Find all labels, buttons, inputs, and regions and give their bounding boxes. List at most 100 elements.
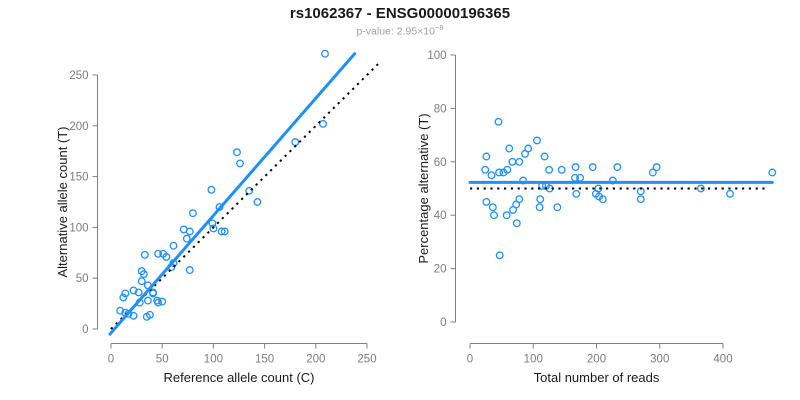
data-point xyxy=(134,288,143,297)
data-point xyxy=(129,286,138,295)
data-point xyxy=(535,203,544,212)
data-point xyxy=(140,250,149,259)
data-point xyxy=(319,119,327,128)
y-tick-label: 0 xyxy=(440,317,446,329)
y-tick-label: 60 xyxy=(434,157,447,169)
data-point xyxy=(557,165,566,174)
data-point xyxy=(572,189,581,198)
data-point xyxy=(768,168,777,177)
pvalue-subtitle: p-value: 2.95×10−8 xyxy=(0,23,800,38)
data-point xyxy=(490,211,498,220)
data-point xyxy=(162,252,171,261)
data-point xyxy=(636,195,645,204)
page-title: rs1062367 - ENSG00000196365 xyxy=(289,5,511,22)
data-point xyxy=(188,209,197,218)
data-point xyxy=(149,288,157,297)
y-tick-label: 0 xyxy=(82,324,88,336)
data-point xyxy=(515,157,524,166)
data-point xyxy=(494,117,503,126)
data-point xyxy=(220,227,229,236)
data-point xyxy=(502,211,511,220)
y-tick-label: 100 xyxy=(69,222,88,234)
regression-line xyxy=(108,52,357,336)
x-tick-label: 400 xyxy=(713,354,732,366)
data-point xyxy=(137,277,146,286)
pvalue-text: p-value: 2.95×10 xyxy=(356,25,435,38)
data-point xyxy=(508,157,517,166)
data-point xyxy=(208,219,217,228)
data-point xyxy=(119,293,128,302)
x-tick-label: 150 xyxy=(255,354,274,366)
x-tick-label: 100 xyxy=(204,354,223,366)
y-tick-label: 100 xyxy=(427,50,446,62)
data-point xyxy=(726,189,734,198)
x-tick-label: 200 xyxy=(306,354,325,366)
data-point xyxy=(245,186,254,195)
data-point xyxy=(139,270,148,279)
data-point xyxy=(571,163,580,172)
right-scatter-panel: 0 100 200 300 400 0 20 40 60 80 100 Total number of… xyxy=(416,50,777,385)
data-point xyxy=(321,49,329,58)
data-point xyxy=(533,136,541,145)
data-point xyxy=(154,249,163,258)
data-point xyxy=(291,138,300,147)
data-point xyxy=(598,195,607,204)
data-point xyxy=(495,251,504,260)
data-point xyxy=(145,310,154,319)
left-scatter-panel: 0 50 100 150 200 250 0 50 100 150 200 250 Reference … xyxy=(55,49,380,385)
x-axis-label: Reference allele count (C) xyxy=(163,370,314,385)
data-point xyxy=(488,203,497,212)
data-point xyxy=(588,163,597,172)
x-tick-label: 300 xyxy=(650,354,669,366)
x-tick-label: 100 xyxy=(524,354,543,366)
data-point xyxy=(233,148,241,157)
data-point xyxy=(487,171,496,180)
data-point xyxy=(143,296,152,305)
data-point xyxy=(253,198,262,206)
data-point xyxy=(217,227,226,236)
data-point xyxy=(207,185,216,194)
data-point xyxy=(182,234,191,243)
data-point xyxy=(512,219,521,228)
data-point xyxy=(652,163,661,172)
data-point xyxy=(185,227,194,236)
data-point xyxy=(129,311,138,320)
data-point xyxy=(540,152,549,161)
data-point xyxy=(154,298,163,307)
y-tick-label: 250 xyxy=(69,70,88,82)
data-point xyxy=(515,195,524,204)
data-point xyxy=(495,168,504,177)
data-point xyxy=(209,224,218,233)
x-tick-label: 0 xyxy=(108,354,114,366)
x-tick-label: 50 xyxy=(156,354,169,366)
pvalue-exponent: −8 xyxy=(434,23,444,32)
x-tick-label: 250 xyxy=(357,354,376,366)
y-tick-label: 150 xyxy=(69,172,88,184)
data-point xyxy=(158,297,167,306)
data-point xyxy=(553,203,562,212)
y-tick-label: 20 xyxy=(434,264,447,276)
data-point xyxy=(613,163,622,172)
y-axis-label: Percentage alternative (T) xyxy=(416,113,431,263)
data-point xyxy=(481,165,490,174)
x-tick-label: 200 xyxy=(587,354,606,366)
y-tick-label: 50 xyxy=(76,273,89,285)
data-point xyxy=(185,266,194,275)
data-point xyxy=(116,306,125,315)
data-point xyxy=(696,184,705,193)
y-tick-label: 200 xyxy=(69,121,88,133)
data-point xyxy=(482,152,491,161)
data-point xyxy=(545,165,554,174)
data-point xyxy=(524,144,533,153)
identity-line xyxy=(110,62,380,330)
y-axis-label: Alternative allele count (T) xyxy=(55,126,70,277)
data-point xyxy=(169,241,178,250)
x-tick-label: 0 xyxy=(467,354,473,366)
data-point xyxy=(121,289,130,298)
y-tick-label: 80 xyxy=(434,103,447,115)
data-point xyxy=(482,197,491,206)
x-axis-label: Total number of reads xyxy=(534,370,660,385)
y-tick-label: 40 xyxy=(434,210,447,222)
